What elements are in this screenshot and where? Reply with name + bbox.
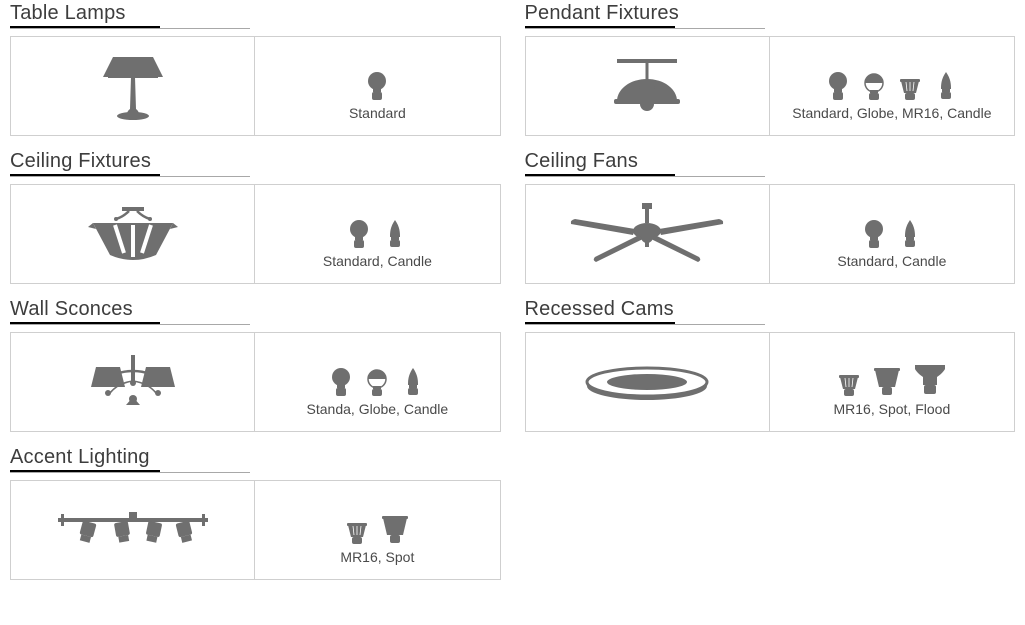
candle-bulb-icon <box>898 219 922 249</box>
section-ceiling-fixtures: Ceiling Fixtures Standard, Candle <box>10 150 501 284</box>
standard-bulb-icon <box>365 71 389 101</box>
spot-bulb-icon <box>873 367 901 397</box>
fixture-cell <box>11 333 255 431</box>
table-lamp-icon <box>93 49 173 123</box>
bulb-row <box>862 199 922 249</box>
title-underline <box>525 26 1016 30</box>
section-title: Ceiling Fixtures <box>10 150 501 173</box>
bulb-row <box>345 495 409 545</box>
section-ceiling-fans: Ceiling Fans Standard, Candle <box>525 150 1016 284</box>
bulbs-cell: MR16, Spot, Flood <box>770 333 1014 431</box>
spot-bulb-icon <box>381 515 409 545</box>
section-box: Standa, Globe, Candle <box>10 332 501 432</box>
fixture-cell <box>526 185 770 283</box>
fixture-cell <box>11 481 255 579</box>
standard-bulb-icon <box>329 367 353 397</box>
recessed-can-icon <box>577 360 717 404</box>
bulbs-cell: Standard <box>255 37 499 135</box>
globe-bulb-icon <box>365 367 389 397</box>
title-underline <box>10 322 501 326</box>
section-title: Recessed Cams <box>525 298 1016 321</box>
standard-bulb-icon <box>347 219 371 249</box>
bulbs-caption: Standard, Candle <box>323 253 432 269</box>
bulbs-cell: Standard, Candle <box>770 185 1014 283</box>
bulbs-cell: Standa, Globe, Candle <box>255 333 499 431</box>
mr16-bulb-icon <box>837 373 861 397</box>
section-title: Table Lamps <box>10 2 501 25</box>
section-pendant-fixtures: Pendant Fixtures Standard, Globe, MR16, … <box>525 2 1016 136</box>
section-box: MR16, Spot <box>10 480 501 580</box>
bulbs-caption: Standard, Globe, MR16, Candle <box>792 105 991 121</box>
section-title: Accent Lighting <box>10 446 501 469</box>
section-box: Standard, Candle <box>10 184 501 284</box>
empty-cell <box>525 446 1016 580</box>
mr16-bulb-icon <box>898 77 922 101</box>
mr16-bulb-icon <box>345 521 369 545</box>
flood-bulb-icon <box>913 363 947 397</box>
standard-bulb-icon <box>862 219 886 249</box>
title-underline <box>10 174 501 178</box>
title-underline <box>525 174 1016 178</box>
bulb-row <box>826 51 958 101</box>
bulb-row <box>365 51 389 101</box>
section-box: Standard, Candle <box>525 184 1016 284</box>
ceiling-fan-icon <box>567 201 727 267</box>
section-recessed-cams: Recessed Cams MR16, Spot, Flood <box>525 298 1016 432</box>
fixture-cell <box>11 185 255 283</box>
section-box: MR16, Spot, Flood <box>525 332 1016 432</box>
standard-bulb-icon <box>826 71 850 101</box>
section-title: Wall Sconces <box>10 298 501 321</box>
section-title: Pendant Fixtures <box>525 2 1016 25</box>
bulbs-caption: MR16, Spot <box>340 549 414 565</box>
section-accent-lighting: Accent Lighting MR16, Spot <box>10 446 501 580</box>
globe-bulb-icon <box>862 71 886 101</box>
title-underline <box>10 470 501 474</box>
fixture-cell <box>526 37 770 135</box>
ceiling-fixture-icon <box>78 205 188 263</box>
section-table-lamps: Table Lamps Standard <box>10 2 501 136</box>
section-box: Standard, Globe, MR16, Candle <box>525 36 1016 136</box>
candle-bulb-icon <box>383 219 407 249</box>
title-underline <box>525 322 1016 326</box>
bulbs-caption: MR16, Spot, Flood <box>834 401 951 417</box>
pendant-fixture-icon <box>592 57 702 115</box>
candle-bulb-icon <box>934 71 958 101</box>
section-title: Ceiling Fans <box>525 150 1016 173</box>
wall-sconce-icon <box>78 353 188 411</box>
bulbs-caption: Standard <box>349 105 406 121</box>
bulb-row <box>837 347 947 397</box>
bulbs-cell: Standard, Candle <box>255 185 499 283</box>
bulbs-cell: Standard, Globe, MR16, Candle <box>770 37 1014 135</box>
section-box: Standard <box>10 36 501 136</box>
track-lighting-icon <box>53 510 213 550</box>
fixture-cell <box>526 333 770 431</box>
bulb-row <box>329 347 425 397</box>
fixture-grid: Table Lamps Standard Pendant Fixtures <box>10 2 1015 580</box>
section-wall-sconces: Wall Sconces Standa, Globe, Candle <box>10 298 501 432</box>
candle-bulb-icon <box>401 367 425 397</box>
bulb-row <box>347 199 407 249</box>
bulbs-caption: Standa, Globe, Candle <box>307 401 449 417</box>
fixture-cell <box>11 37 255 135</box>
title-underline <box>10 26 501 30</box>
bulbs-caption: Standard, Candle <box>837 253 946 269</box>
bulbs-cell: MR16, Spot <box>255 481 499 579</box>
